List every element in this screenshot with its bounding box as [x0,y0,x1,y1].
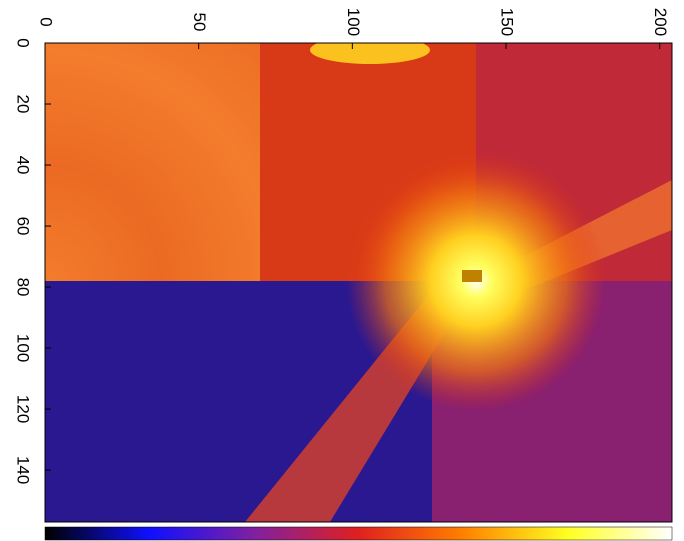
beamstop [462,270,482,282]
y-tick-label: 120 [14,395,33,423]
x-tick-label: 50 [190,13,209,32]
y-tick-label: 140 [14,456,33,484]
x-tick-label: 0 [37,17,56,26]
y-tick-label: 80 [14,278,33,297]
x-tick-label: 200 [651,8,670,36]
y-tick-label: 100 [14,334,33,362]
x-tick-label: 100 [344,8,363,36]
image [45,43,672,522]
y-tick-label: 60 [14,217,33,236]
y-tick-label: 20 [14,95,33,114]
plot-frame [44,42,673,523]
colorbar [44,526,673,541]
highlight [310,43,430,64]
x-tick-label: 150 [498,8,517,36]
y-tick-label: 40 [14,156,33,175]
y-tick-label: 0 [14,38,33,47]
panel-rings [45,43,260,281]
